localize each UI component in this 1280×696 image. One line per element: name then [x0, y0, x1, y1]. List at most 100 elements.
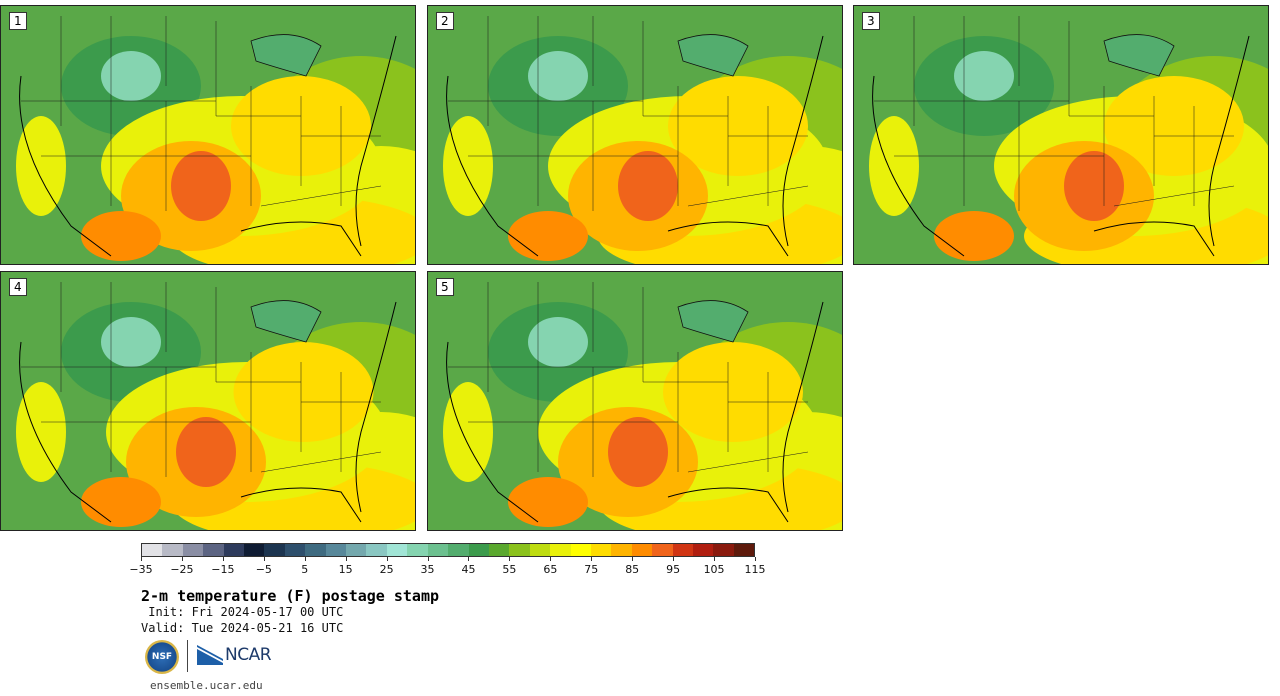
colorbar-segment	[652, 544, 673, 556]
temperature-region	[618, 151, 678, 221]
temperature-map	[428, 272, 842, 530]
coastline	[872, 35, 1250, 257]
colorbar-tick-label: −15	[211, 563, 235, 576]
temperature-region	[16, 382, 66, 482]
nsf-logo-icon: NSF	[145, 640, 179, 674]
colorbar-tick	[222, 557, 224, 561]
colorbar-tick	[345, 557, 347, 561]
colorbar-segment	[427, 544, 449, 556]
temperature-map	[1, 6, 415, 264]
colorbar-tick-label: −25	[170, 563, 194, 576]
colorbar-tick	[509, 557, 511, 561]
temperature-region	[1103, 34, 1175, 77]
logo-divider	[187, 640, 188, 672]
colorbar-segment	[509, 544, 530, 556]
state-boundary	[1113, 185, 1235, 207]
postage-stamp-panel-2[interactable]: 2	[427, 5, 843, 265]
colorbar-tick-label: 85	[625, 563, 640, 576]
colorbar-segment	[550, 544, 571, 556]
colorbar-segment	[529, 544, 551, 556]
colorbar-tick	[141, 557, 142, 561]
colorbar-segment	[223, 544, 245, 556]
colorbar-segment	[346, 544, 367, 556]
colorbar-tick-label: 25	[379, 563, 394, 576]
temperature-region	[16, 116, 66, 216]
temperature-region	[677, 300, 749, 343]
colorbar-segment	[244, 544, 265, 556]
colorbar-tick	[427, 557, 429, 561]
site-url[interactable]: ensemble.ucar.edu	[150, 679, 263, 692]
colorbar-tick	[304, 557, 306, 561]
temperature-region	[101, 317, 161, 367]
postage-stamp-panel-4[interactable]: 4	[0, 271, 416, 531]
colorbar-segment	[305, 544, 326, 556]
temperature-region	[171, 151, 231, 221]
colorbar-tick-label: 65	[543, 563, 558, 576]
colorbar-segment	[264, 544, 285, 556]
colorbar-segment	[182, 544, 204, 556]
member-label: 5	[436, 278, 454, 296]
member-label: 4	[9, 278, 27, 296]
colorbar-tick-label: 115	[744, 563, 766, 576]
colorbar-tick	[263, 557, 265, 561]
postage-stamp-panel-1[interactable]: 1	[0, 5, 416, 265]
temperature-region	[443, 116, 493, 216]
colorbar-tick-label: −35	[129, 563, 153, 576]
state-boundary	[687, 185, 809, 207]
member-label: 2	[436, 12, 454, 30]
temperature-region	[1064, 151, 1124, 221]
temperature-map	[1, 272, 415, 530]
temperature-region	[528, 317, 588, 367]
colorbar-tick-label: 15	[338, 563, 353, 576]
temperature-region	[81, 477, 161, 527]
colorbar-segment	[713, 544, 734, 556]
colorbar-segment	[366, 544, 387, 556]
colorbar-tick	[468, 557, 470, 561]
temperature-region	[1104, 76, 1244, 176]
postage-stamp-panel-5[interactable]: 5	[427, 271, 843, 531]
colorbar-segment	[386, 544, 408, 556]
colorbar-segment	[468, 544, 489, 556]
state-boundary	[687, 451, 809, 473]
ncar-mountain-icon	[197, 645, 223, 665]
colorbar-tick	[386, 557, 388, 561]
temperature-region	[869, 116, 919, 216]
temperature-region	[668, 76, 808, 176]
colorbar-tick-label: 5	[301, 563, 309, 576]
colorbar-tick-label: 75	[584, 563, 599, 576]
colorbar-segment	[407, 544, 428, 556]
state-boundary	[260, 451, 382, 473]
ncar-logo-text: NCAR	[225, 645, 272, 665]
temperature-region	[508, 211, 588, 261]
colorbar-tick-label: −5	[255, 563, 272, 576]
colorbar-tick	[673, 557, 675, 561]
colorbar-segment	[672, 544, 693, 556]
coastline	[446, 35, 824, 257]
temperature-region	[250, 34, 322, 77]
coastline	[19, 35, 397, 257]
colorbar-segment	[142, 544, 163, 556]
coastline	[19, 301, 397, 523]
colorbar-ticks: −35 −25 −15 −5 5 15 25 35 45 55 65 75 85 95 105 115	[129, 557, 766, 581]
colorbar-tick-label: 105	[703, 563, 725, 576]
temperature-region	[81, 211, 161, 261]
colorbar-tick	[632, 557, 634, 561]
temperature-region	[677, 34, 749, 77]
colorbar-tick-label: 35	[420, 563, 435, 576]
colorbar-segment	[203, 544, 224, 556]
postage-stamp-panel-3[interactable]: 3	[853, 5, 1269, 265]
valid-time: Valid: Tue 2024-05-21 16 UTC	[141, 621, 344, 635]
colorbar-tick	[714, 557, 716, 561]
temperature-map	[854, 6, 1268, 264]
temperature-region	[443, 382, 493, 482]
colorbar-tick	[591, 557, 593, 561]
colorbar-tick-label: 95	[666, 563, 681, 576]
colorbar-segment	[448, 544, 469, 556]
coastline	[446, 301, 824, 523]
colorbar-segment	[611, 544, 632, 556]
ncar-logo: NCAR	[197, 643, 272, 667]
temperature-region	[233, 342, 374, 442]
colorbar-segment	[733, 544, 755, 556]
colorbar-segment	[590, 544, 612, 556]
temperature-region	[250, 300, 322, 343]
